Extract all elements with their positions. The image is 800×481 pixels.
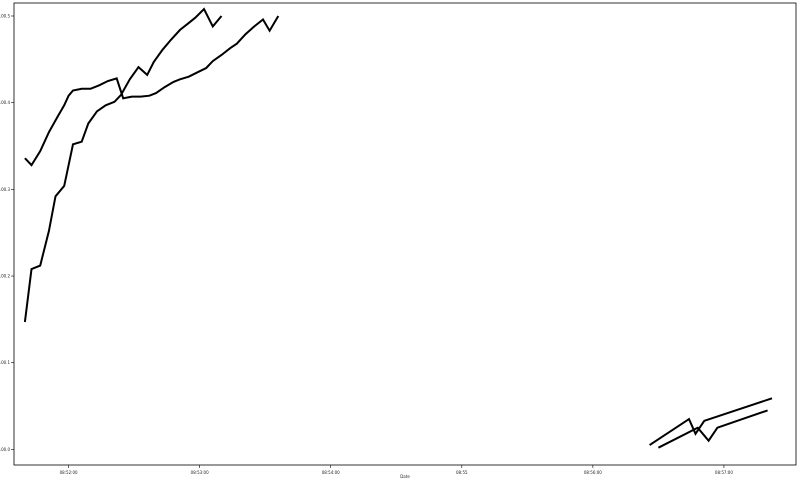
x-axis-label: Date [400,474,410,479]
y-tick-label: 100.1 [0,360,10,365]
series-line-1 [24,15,280,167]
series-line-3 [657,409,768,449]
x-tick-label: 08:54:00 [322,470,340,475]
x-tick-label: 08:53:00 [191,470,209,475]
series-line-4 [649,397,773,446]
plot-frame [13,2,797,466]
series-line-2 [23,7,223,323]
y-tick-label: 100.0 [0,447,10,452]
y-tick-label: 100.5 [0,14,10,19]
y-tick-label: 100.2 [0,274,10,279]
x-tick-label: 08:57:00 [715,470,733,475]
series-layer [23,7,773,449]
y-tick-label: 100.3 [0,187,10,192]
x-axis: 08:52:00 08:53:00 08:54:00 08:55 08:56:00 08:… [60,465,733,475]
y-axis: 100.0 100.1 100.2 100.3 100.4 100.5 [0,14,14,452]
x-tick-label: 08:55 [456,470,468,475]
y-tick-label: 100.4 [0,100,10,105]
x-tick-label: 08:52:00 [60,470,78,475]
x-tick-label: 08:56:00 [584,470,602,475]
